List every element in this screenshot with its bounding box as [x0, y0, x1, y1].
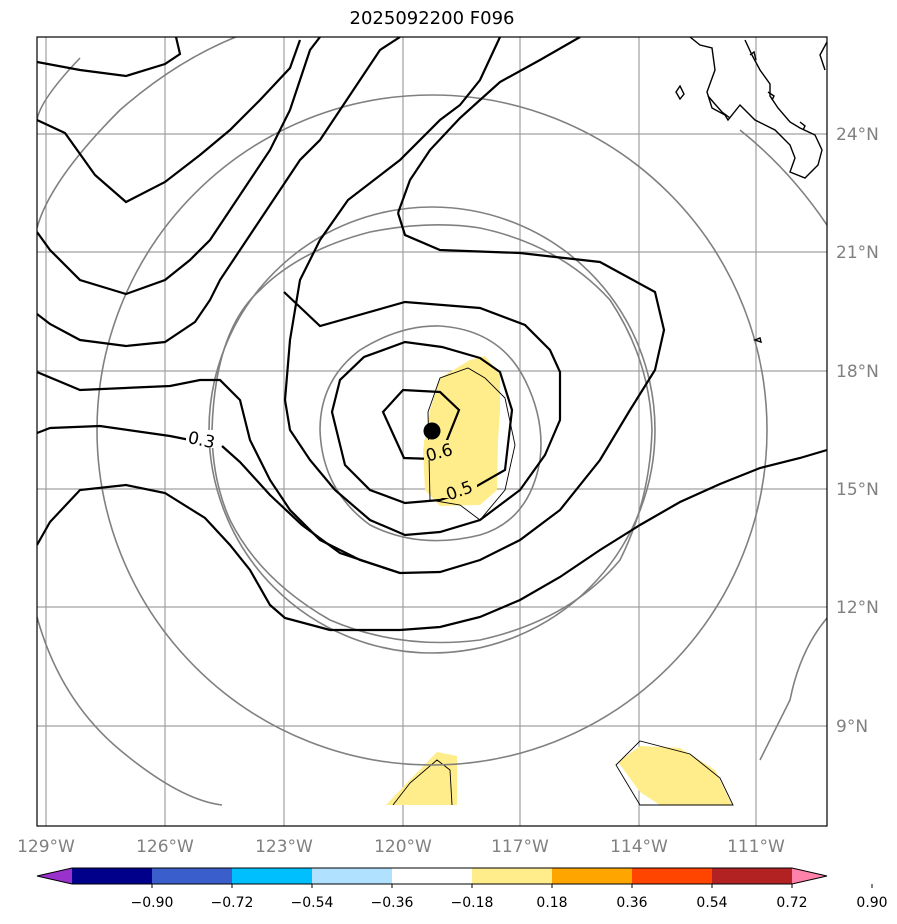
- colorbar-tick-label: −0.54: [291, 895, 334, 911]
- black-contours: [37, 37, 827, 632]
- colorbar-tick-label: 0.54: [696, 895, 727, 911]
- lat-tick-18n: 18°N: [836, 362, 879, 382]
- colorbar-segment: [472, 868, 553, 884]
- lon-tick-123w: 123°W: [255, 837, 313, 857]
- lon-tick-129w: 129°W: [17, 837, 75, 857]
- colorbar-tick-label: 0.18: [536, 895, 567, 911]
- gray-contours: [37, 37, 827, 806]
- coastline: [675, 37, 827, 344]
- colorbar-segment: [392, 868, 473, 884]
- lon-tick-117w: 117°W: [491, 837, 549, 857]
- colorbar-tick-label: −0.18: [451, 895, 494, 911]
- lon-tick-111w: 111°W: [727, 837, 785, 857]
- lat-tick-labels: 9°N 12°N 15°N 18°N 21°N 24°N: [836, 125, 879, 737]
- colorbar-tick-label: −0.36: [371, 895, 414, 911]
- colorbar-segment: [232, 868, 313, 884]
- thin-contours: [392, 367, 734, 806]
- colorbar: −0.90 −0.72 −0.54 −0.36 −0.18 0.18 0.36 0.54 0.7…: [36, 867, 888, 911]
- shade-south-1: [386, 752, 457, 805]
- contour-label-0-3: 0.3: [186, 428, 217, 453]
- colorbar-segment: [312, 868, 393, 884]
- map-frame: [36, 36, 828, 827]
- lon-tick-120w: 120°W: [374, 837, 432, 857]
- map-title: 2025092200 F096: [349, 8, 515, 29]
- lon-tick-126w: 126°W: [136, 837, 194, 857]
- shade-south-2: [618, 746, 732, 805]
- colorbar-extend-high: [792, 868, 827, 884]
- colorbar-segment: [552, 868, 633, 884]
- colorbar-tick-label: 0.36: [616, 895, 647, 911]
- lat-tick-24n: 24°N: [836, 125, 879, 145]
- colorbar-segment: [712, 868, 793, 884]
- colorbar-tick-label: 0.90: [856, 895, 887, 911]
- lat-tick-21n: 21°N: [836, 243, 879, 263]
- colorbar-tick-label: −0.90: [131, 895, 174, 911]
- colorbar-segment: [72, 868, 153, 884]
- colorbar-segment: [152, 868, 233, 884]
- colorbar-tick-label: −0.72: [211, 895, 254, 911]
- lat-tick-9n: 9°N: [836, 717, 868, 737]
- colorbar-outline: [36, 867, 828, 885]
- colorbar-segment: [632, 868, 713, 884]
- colorbar-extend-low: [37, 868, 72, 884]
- lon-tick-114w: 114°W: [610, 837, 668, 857]
- lat-tick-15n: 15°N: [836, 480, 879, 500]
- lon-tick-labels: 129°W 126°W 123°W 120°W 117°W 114°W 111°…: [17, 837, 785, 857]
- storm-center-marker: [423, 422, 441, 440]
- colorbar-tick-label: 0.72: [776, 895, 807, 911]
- lat-tick-12n: 12°N: [836, 598, 879, 618]
